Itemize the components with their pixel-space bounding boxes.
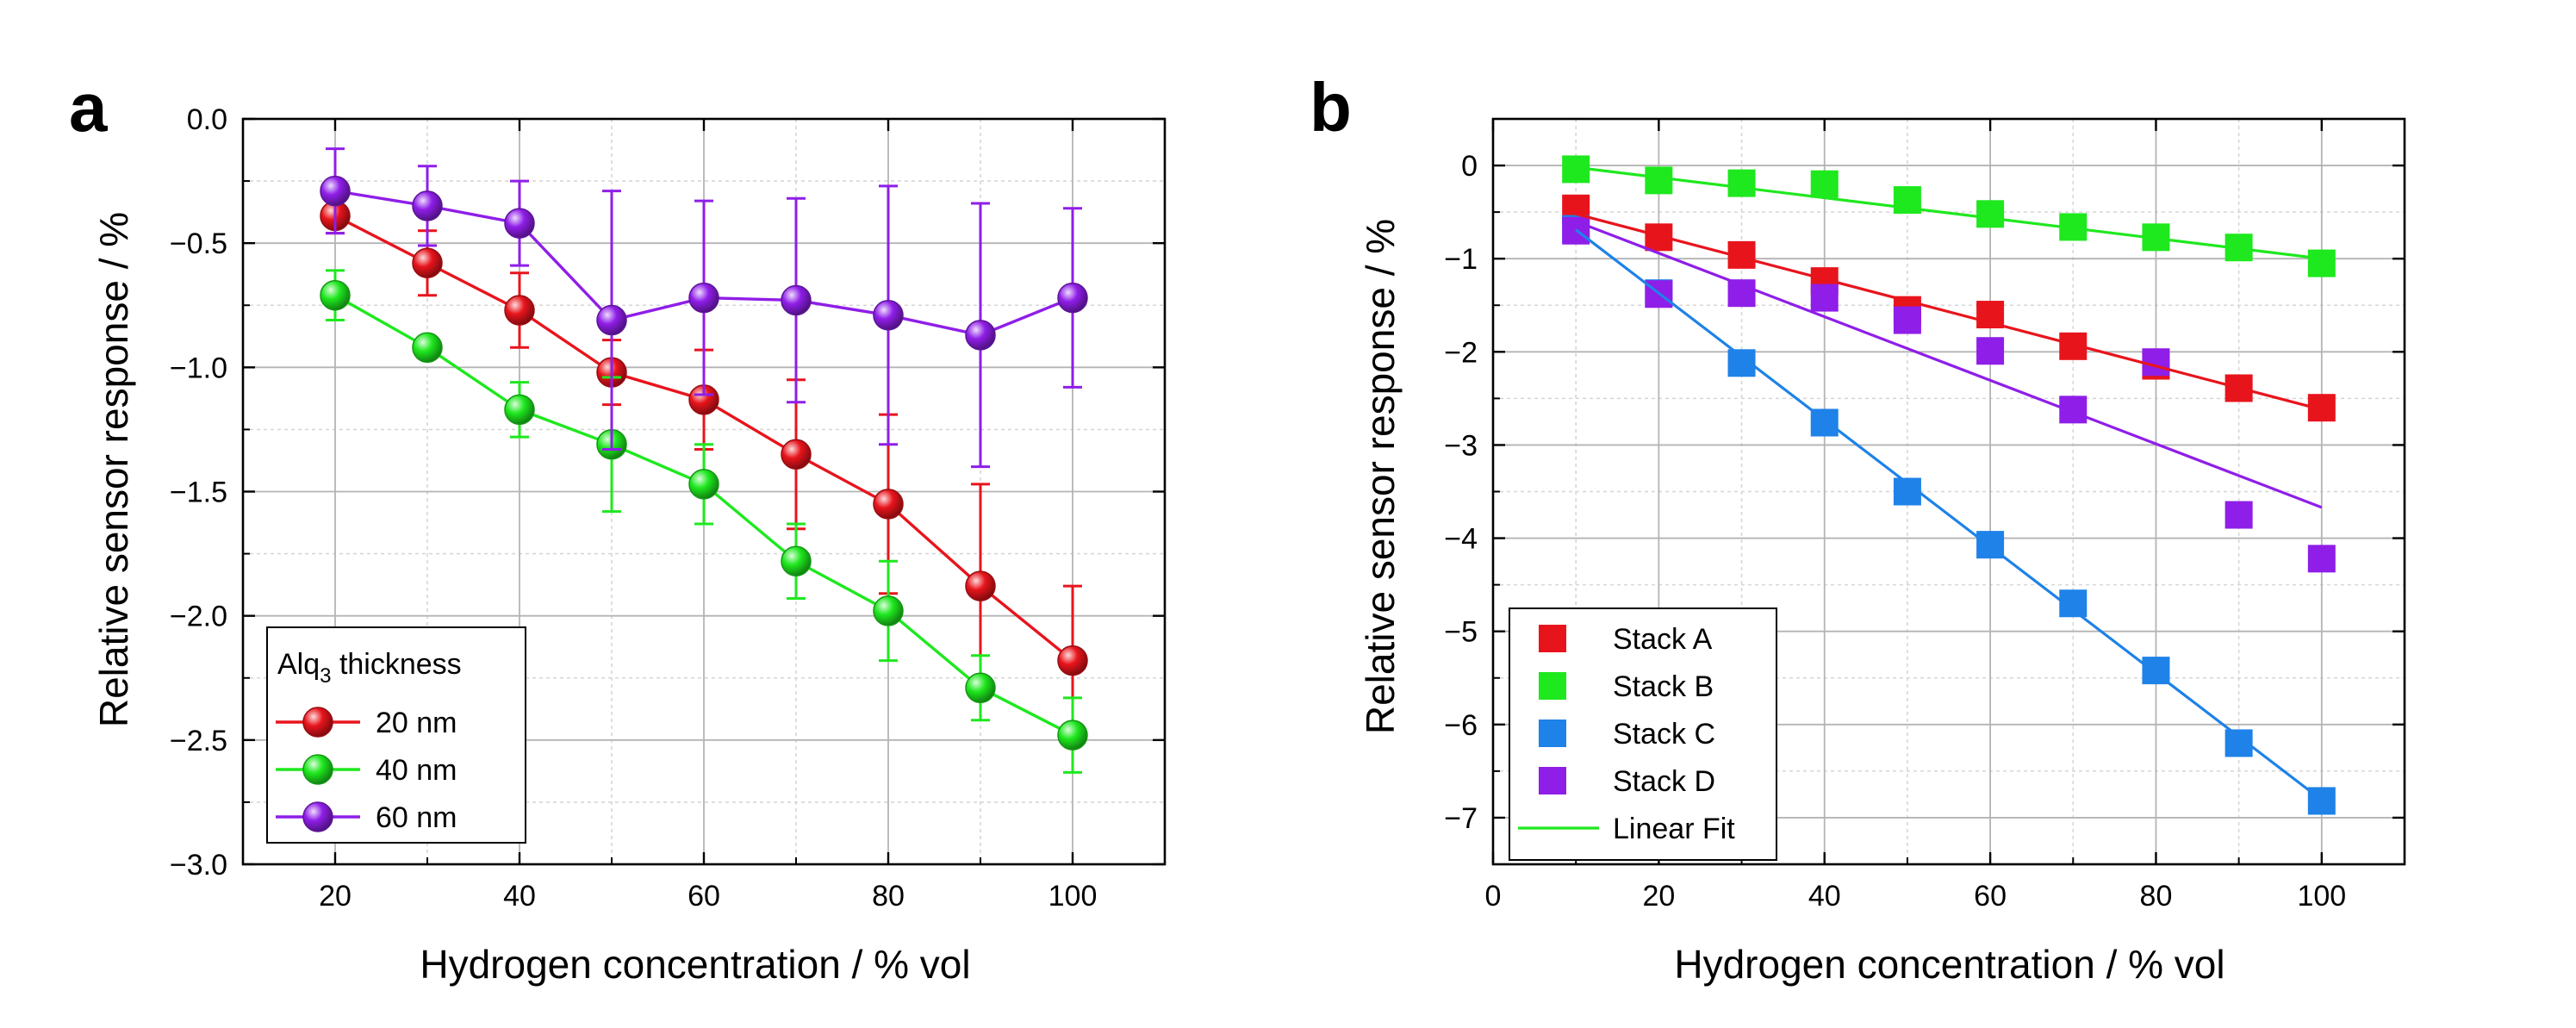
x-tick-label: 20 bbox=[1642, 880, 1675, 913]
data-point bbox=[504, 208, 535, 239]
data-point bbox=[1057, 720, 1088, 751]
legend-label: Stack C bbox=[1613, 718, 1715, 751]
panel-a-legend: Alq3 thickness 20 nm 40 nm 60 nm bbox=[266, 626, 526, 844]
legend-marker bbox=[1539, 625, 1566, 652]
data-point bbox=[1057, 282, 1088, 314]
y-tick-label: −0.5 bbox=[170, 227, 227, 260]
legend-marker bbox=[1539, 720, 1566, 747]
panel-b-legend: Stack A Stack B Stack C Stack D Linear Fit bbox=[1509, 607, 1777, 861]
data-point bbox=[1810, 170, 1839, 198]
legend-marker bbox=[302, 707, 333, 738]
panel-a-chart: a Hydrogen concentration / % vol Relativ… bbox=[69, 69, 1167, 987]
panel-b-plot-frame bbox=[1491, 117, 2406, 866]
data-point bbox=[965, 320, 996, 351]
data-point bbox=[1727, 169, 1756, 197]
data-point bbox=[2307, 249, 2336, 277]
linear-fit-line bbox=[1575, 228, 2323, 801]
legend-label: 20 nm bbox=[376, 707, 457, 739]
data-point bbox=[1976, 200, 2005, 228]
data-point bbox=[2142, 348, 2170, 377]
panel-a-x-axis-title: Hydrogen concentration / % vol bbox=[420, 942, 970, 987]
data-point bbox=[781, 284, 812, 316]
data-point bbox=[596, 304, 627, 336]
y-tick-label: −2.5 bbox=[170, 725, 227, 757]
y-tick-label: −4 bbox=[1444, 523, 1478, 556]
panel-a-y-axis-title: Relative sensor response / % bbox=[91, 212, 136, 727]
data-point bbox=[320, 279, 351, 311]
panel-a-letter: a bbox=[69, 69, 108, 146]
legend-title-suffix: thickness bbox=[332, 648, 462, 681]
panel-a-plot-frame bbox=[241, 117, 1167, 866]
data-point bbox=[504, 295, 535, 326]
data-point bbox=[2224, 501, 2253, 529]
data-point bbox=[965, 672, 996, 704]
series-Stack-D bbox=[1562, 216, 2336, 573]
linear-fit-line bbox=[1575, 165, 2323, 260]
data-point bbox=[1810, 283, 1839, 312]
linear-fit-line bbox=[1575, 212, 2323, 411]
y-tick-label: −1.0 bbox=[170, 352, 227, 384]
series-60-nm bbox=[320, 147, 1088, 469]
legend-marker bbox=[1539, 672, 1566, 700]
series-Stack-B bbox=[1562, 155, 2336, 277]
panel-b-y-axis-title: Relative sensor response / % bbox=[1358, 219, 1403, 734]
data-point bbox=[781, 545, 812, 576]
data-point bbox=[412, 332, 443, 364]
y-tick-label: −1.5 bbox=[170, 477, 227, 509]
x-tick-label: 40 bbox=[1808, 880, 1841, 913]
legend-title-subscript: 3 bbox=[320, 664, 331, 688]
x-tick-label: 60 bbox=[688, 880, 720, 913]
x-tick-label: 20 bbox=[319, 880, 352, 913]
legend-label: Stack A bbox=[1613, 623, 1713, 656]
data-point bbox=[412, 190, 443, 221]
legend-marker bbox=[1539, 767, 1566, 794]
x-tick-label: 60 bbox=[1974, 880, 2007, 913]
linear-fit-line bbox=[1575, 220, 2323, 509]
data-point bbox=[1645, 166, 1673, 195]
x-tick-label: 0 bbox=[1485, 880, 1502, 913]
data-point bbox=[873, 595, 904, 626]
panel-b-x-axis-title: Hydrogen concentration / % vol bbox=[1674, 942, 2224, 987]
data-point bbox=[873, 489, 904, 520]
legend-label-linear-fit: Linear Fit bbox=[1613, 813, 1735, 845]
x-tick-label: 80 bbox=[872, 880, 905, 913]
legend-title-part: Alq bbox=[277, 648, 320, 681]
y-tick-label: −2 bbox=[1444, 336, 1478, 369]
legend-title: Alq3 thickness bbox=[277, 648, 462, 688]
y-tick-label: −7 bbox=[1444, 802, 1478, 835]
legend-label: Stack B bbox=[1613, 670, 1714, 703]
y-tick-label: −1 bbox=[1444, 243, 1478, 276]
x-tick-label: 100 bbox=[2297, 880, 2346, 913]
panel-b-chart: b Hydrogen concentration / % vol Relativ… bbox=[1310, 69, 2406, 987]
data-point bbox=[688, 282, 719, 314]
data-point bbox=[1976, 337, 2005, 365]
legend-label: 40 nm bbox=[376, 754, 457, 787]
y-tick-label: 0 bbox=[1461, 150, 1478, 183]
panel-b-letter: b bbox=[1310, 69, 1352, 146]
legend-label: Stack D bbox=[1613, 765, 1715, 798]
x-tick-label: 100 bbox=[1048, 880, 1098, 913]
data-point bbox=[320, 175, 351, 207]
data-point bbox=[412, 247, 443, 278]
legend-marker bbox=[302, 754, 333, 785]
data-point bbox=[1893, 306, 1921, 334]
data-point bbox=[1057, 645, 1088, 676]
y-tick-label: −5 bbox=[1444, 616, 1478, 649]
data-point bbox=[2307, 545, 2336, 573]
y-tick-label: −3.0 bbox=[170, 849, 227, 882]
y-tick-label: −2.0 bbox=[170, 601, 227, 633]
y-tick-label: −6 bbox=[1444, 709, 1478, 742]
x-tick-label: 40 bbox=[503, 880, 536, 913]
y-tick-label: 0.0 bbox=[187, 103, 227, 136]
y-tick-label: −3 bbox=[1444, 429, 1478, 462]
legend-marker bbox=[302, 801, 333, 832]
x-tick-label: 80 bbox=[2140, 880, 2173, 913]
data-point bbox=[965, 570, 996, 601]
data-point bbox=[781, 439, 812, 470]
data-point bbox=[504, 394, 535, 426]
legend-label: 60 nm bbox=[376, 801, 457, 834]
data-point bbox=[688, 469, 719, 500]
data-point bbox=[873, 300, 904, 331]
